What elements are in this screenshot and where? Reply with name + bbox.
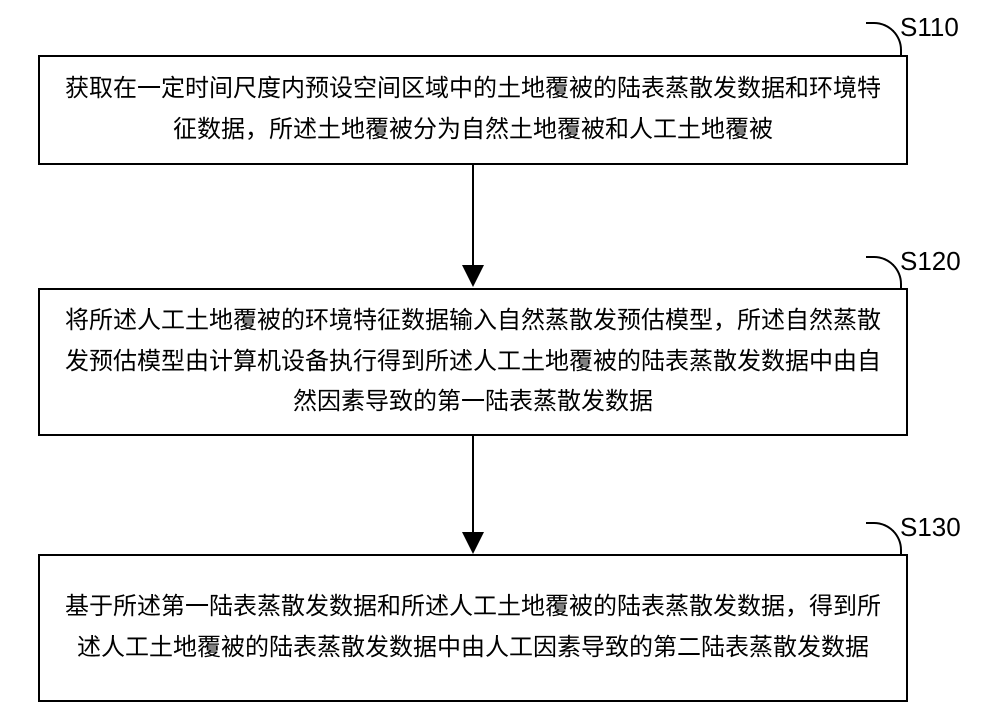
- callout-s110: [866, 22, 902, 58]
- step-box-s130: 基于所述第一陆表蒸散发数据和所述人工土地覆被的陆表蒸散发数据，得到所述人工土地覆…: [38, 554, 908, 702]
- flowchart-canvas: S110 获取在一定时间尺度内预设空间区域中的土地覆被的陆表蒸散发数据和环境特征…: [0, 0, 1000, 703]
- step-box-s120: 将所述人工土地覆被的环境特征数据输入自然蒸散发预估模型，所述自然蒸散发预估模型由…: [38, 288, 908, 436]
- arrow-line-2: [472, 436, 474, 532]
- arrow-head-2: [462, 532, 484, 554]
- step-box-s110: 获取在一定时间尺度内预设空间区域中的土地覆被的陆表蒸散发数据和环境特征数据，所述…: [38, 55, 908, 165]
- step-label-s120: S120: [900, 246, 961, 277]
- step-text-s110: 获取在一定时间尺度内预设空间区域中的土地覆被的陆表蒸散发数据和环境特征数据，所述…: [64, 69, 882, 151]
- arrow-head-1: [462, 265, 484, 287]
- step-text-s120: 将所述人工土地覆被的环境特征数据输入自然蒸散发预估模型，所述自然蒸散发预估模型由…: [64, 301, 882, 423]
- callout-s130: [866, 522, 902, 558]
- step-label-s130: S130: [900, 512, 961, 543]
- step-label-s110: S110: [900, 12, 959, 43]
- step-text-s130: 基于所述第一陆表蒸散发数据和所述人工土地覆被的陆表蒸散发数据，得到所述人工土地覆…: [64, 587, 882, 669]
- callout-s120: [866, 256, 902, 292]
- arrow-line-1: [472, 165, 474, 265]
